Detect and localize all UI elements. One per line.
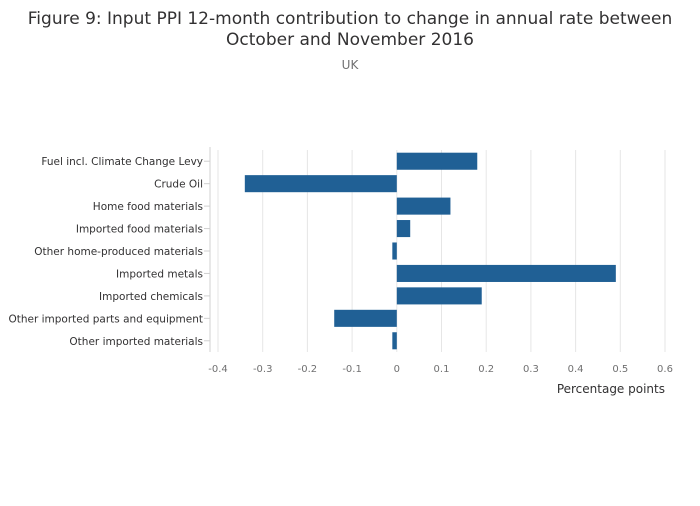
x-tick-label: -0.1: [342, 364, 362, 375]
x-tick-label: 0.2: [478, 364, 494, 375]
x-tick-label: -0.4: [208, 364, 228, 375]
x-tick-labels: -0.4 -0.3 -0.2 -0.1 0 0.1 0.2 0.3 0.4 0.5 0.6: [208, 364, 673, 375]
chart-title-line-1: Figure 9: Input PPI 12-month contributio…: [28, 9, 672, 29]
bar: [396, 152, 478, 170]
category-label: Other home-produced materials: [34, 246, 203, 258]
bar: [334, 309, 397, 327]
x-tick-label: 0.1: [434, 364, 450, 375]
category-label: Home food materials: [93, 201, 203, 213]
bar: [396, 220, 411, 238]
category-label: Imported food materials: [76, 224, 203, 236]
category-label: Other imported parts and equipment: [8, 313, 203, 325]
x-tick-label: 0.4: [568, 364, 584, 375]
x-tick-label: 0.6: [657, 364, 673, 375]
bar: [396, 287, 482, 305]
category-label: Other imported materials: [69, 336, 203, 348]
category-labels: Fuel incl. Climate Change Levy Crude Oil H…: [8, 156, 203, 348]
category-axis: [204, 147, 211, 352]
x-tick-label: -0.3: [253, 364, 273, 375]
bar: [396, 197, 451, 215]
bar: [396, 264, 616, 282]
category-label: Fuel incl. Climate Change Levy: [41, 156, 203, 168]
bar: [392, 332, 397, 350]
bars: [244, 152, 616, 350]
x-tick-label: 0: [394, 364, 400, 375]
x-tick-label: 0.5: [612, 364, 628, 375]
chart-subtitle: UK: [342, 58, 360, 72]
category-label: Imported chemicals: [99, 291, 203, 303]
x-axis-label: Percentage points: [557, 382, 665, 396]
category-label: Imported metals: [116, 268, 203, 280]
bar: [244, 175, 397, 193]
x-tick-label: -0.2: [298, 364, 318, 375]
bar: [392, 242, 397, 260]
x-tick-label: 0.3: [523, 364, 539, 375]
chart-title-line-2: October and November 2016: [226, 30, 474, 50]
category-label: Crude Oil: [154, 179, 203, 191]
